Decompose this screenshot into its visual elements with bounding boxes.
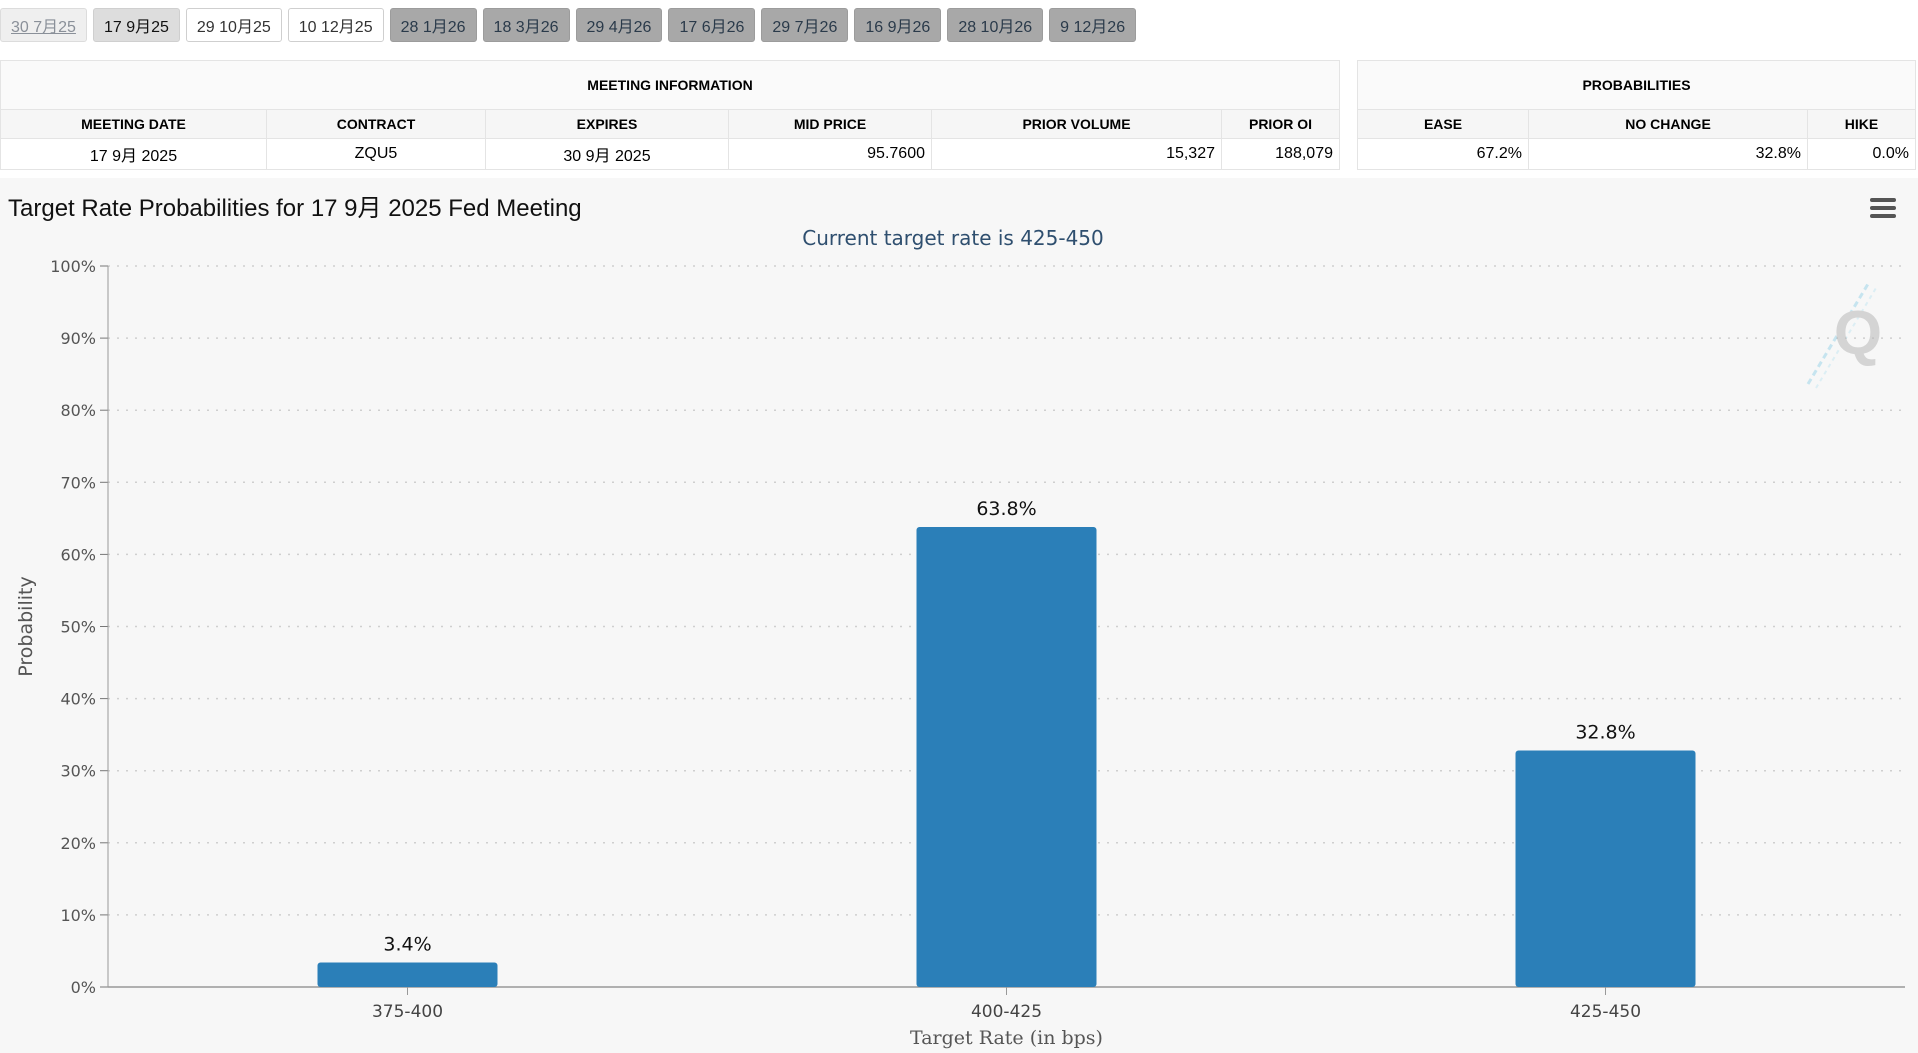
y-tick-label: 30%	[60, 762, 96, 781]
date-tab-9[interactable]: 16 9月26	[854, 8, 942, 42]
col-prior-volume: PRIOR VOLUME	[931, 109, 1222, 139]
x-tick-label: 375-400	[372, 1002, 443, 1022]
prior-volume-value: 15,327	[931, 138, 1222, 170]
date-tab-2[interactable]: 29 10月25	[185, 8, 282, 42]
col-expires: EXPIRES	[485, 109, 729, 139]
no-change-value: 32.8%	[1528, 138, 1808, 170]
chart-container: Target Rate Probabilities for 17 9月 2025…	[0, 178, 1918, 1053]
y-tick-label: 20%	[60, 834, 96, 853]
svg-text:Q: Q	[1834, 299, 1882, 368]
quikstrike-q-logo-icon: Q	[1806, 283, 1882, 389]
col-mid-price: MID PRICE	[728, 109, 932, 139]
contract-value: ZQU5	[266, 138, 486, 170]
meeting-date-value: 17 9月 2025	[0, 138, 267, 170]
mid-price-value: 95.7600	[728, 138, 932, 170]
expires-value: 30 9月 2025	[485, 138, 729, 170]
meeting-information-table: MEETING INFORMATION MEETING DATE CONTRAC…	[0, 60, 1340, 170]
hamburger-menu-icon[interactable]	[1858, 194, 1908, 226]
date-tab-7[interactable]: 17 6月26	[668, 8, 756, 42]
col-no-change: NO CHANGE	[1528, 109, 1808, 139]
data-label: 3.4%	[383, 933, 431, 955]
col-prior-oi: PRIOR OI	[1221, 109, 1340, 139]
col-hike: HIKE	[1807, 109, 1916, 139]
date-tab-5[interactable]: 18 3月26	[482, 8, 570, 42]
x-tick-label: 400-425	[971, 1002, 1042, 1022]
y-axis-title: Probability	[15, 576, 37, 676]
date-tab-4[interactable]: 28 1月26	[389, 8, 477, 42]
chart-subtitle: Current target rate is 425-450	[802, 226, 1104, 250]
col-meeting-date: MEETING DATE	[0, 109, 267, 139]
probabilities-table: PROBABILITIES EASE NO CHANGE HIKE 67.2% …	[1357, 60, 1916, 170]
table-row: 67.2% 32.8% 0.0%	[1357, 138, 1916, 170]
meeting-information-header: MEETING INFORMATION	[0, 60, 1340, 110]
y-tick-label: 100%	[50, 257, 96, 276]
y-tick-label: 0%	[71, 978, 96, 997]
table-row: 17 9月 2025 ZQU5 30 9月 2025 95.7600 15,32…	[0, 138, 1340, 170]
x-tick-label: 425-450	[1570, 1002, 1641, 1022]
bar-425-450	[1515, 750, 1696, 987]
hike-value: 0.0%	[1807, 138, 1916, 170]
x-axis-title: Target Rate (in bps)	[910, 1027, 1103, 1049]
probability-bar-chart: Current target rate is 425-450 0% 10% 20% 30…	[15, 226, 1905, 1049]
chart-title: Target Rate Probabilities for 17 9月 2025…	[8, 195, 582, 222]
bar-375-400	[317, 962, 498, 987]
col-contract: CONTRACT	[266, 109, 486, 139]
date-tab-3[interactable]: 10 12月25	[287, 8, 384, 42]
date-tab-10[interactable]: 28 10月26	[947, 8, 1044, 42]
bar-400-425	[916, 527, 1097, 987]
date-tab-8[interactable]: 29 7月26	[761, 8, 849, 42]
y-tick-label: 70%	[60, 473, 96, 492]
y-tick-label: 80%	[60, 401, 96, 420]
y-tick-label: 10%	[60, 906, 96, 925]
date-tab-11[interactable]: 9 12月26	[1049, 8, 1137, 42]
y-tick-label: 60%	[60, 545, 96, 564]
data-label: 32.8%	[1575, 722, 1635, 744]
ease-value: 67.2%	[1357, 138, 1529, 170]
date-tab-6[interactable]: 29 4月26	[575, 8, 663, 42]
y-tick-label: 40%	[60, 690, 96, 709]
probabilities-header: PROBABILITIES	[1357, 60, 1916, 110]
meeting-date-tabs: 30 7月25 17 9月25 29 10月25 10 12月25 28 1月26 18 …	[0, 8, 1137, 44]
data-label: 63.8%	[976, 498, 1036, 520]
col-ease: EASE	[1357, 109, 1529, 139]
y-tick-label: 50%	[60, 618, 96, 637]
y-tick-label: 90%	[60, 329, 96, 348]
date-tab-0[interactable]: 30 7月25	[0, 8, 87, 42]
date-tab-1[interactable]: 17 9月25	[92, 8, 180, 42]
prior-oi-value: 188,079	[1221, 138, 1340, 170]
